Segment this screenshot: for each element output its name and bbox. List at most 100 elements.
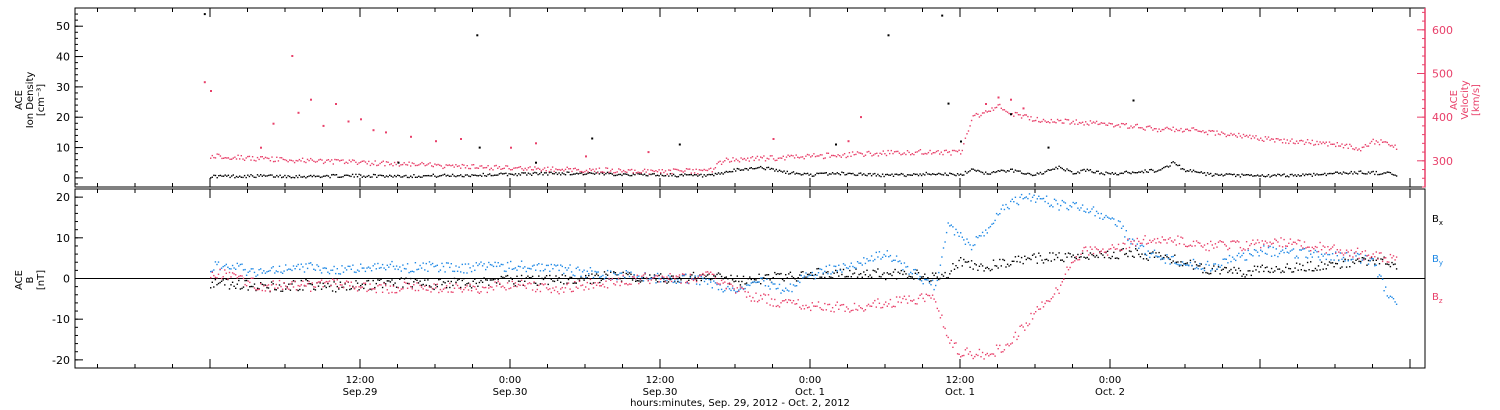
data-point <box>553 264 556 266</box>
data-point <box>306 158 309 161</box>
data-point <box>610 270 612 272</box>
data-point <box>686 282 688 284</box>
data-point <box>1294 267 1296 269</box>
data-point <box>1163 166 1165 169</box>
data-point <box>319 282 321 284</box>
data-point <box>745 282 748 284</box>
data-point <box>1325 141 1327 143</box>
data-point <box>505 270 507 273</box>
data-point <box>778 169 781 171</box>
data-point <box>521 168 523 170</box>
data-point <box>742 158 744 161</box>
data-point <box>308 159 310 162</box>
data-point <box>297 289 299 292</box>
data-point <box>1106 172 1109 174</box>
data-point <box>825 265 827 268</box>
data-point <box>505 275 507 277</box>
data-point <box>380 278 382 280</box>
data-point <box>1178 164 1181 166</box>
data-point <box>1363 172 1365 175</box>
data-point <box>880 258 882 260</box>
outlier-point <box>203 81 206 84</box>
data-point <box>794 278 796 280</box>
data-point <box>906 277 909 279</box>
data-point <box>549 288 551 290</box>
data-point <box>891 306 893 308</box>
data-point <box>694 275 696 277</box>
data-point <box>985 171 987 173</box>
data-point <box>819 172 821 174</box>
data-point <box>551 166 554 168</box>
data-point <box>1174 262 1176 264</box>
data-point <box>363 160 365 162</box>
data-point <box>1199 262 1201 265</box>
data-point <box>1091 122 1093 124</box>
data-point <box>895 296 898 298</box>
data-point <box>436 285 438 288</box>
data-point <box>1210 272 1212 275</box>
data-point <box>356 176 359 178</box>
data-point <box>274 287 276 289</box>
data-point <box>639 281 642 283</box>
data-point <box>1278 252 1281 255</box>
data-point <box>1252 255 1254 257</box>
data-point <box>508 287 510 290</box>
data-point <box>394 268 396 270</box>
data-point <box>1370 256 1373 258</box>
data-point <box>540 170 542 172</box>
data-point <box>592 276 595 279</box>
data-point <box>885 255 887 257</box>
axis-title-line: B <box>25 276 36 283</box>
data-point <box>631 174 633 177</box>
data-point <box>220 277 223 280</box>
data-point <box>1344 258 1346 260</box>
data-point <box>1160 130 1162 132</box>
data-point <box>1291 173 1293 176</box>
data-point <box>790 154 792 157</box>
data-point <box>252 285 254 288</box>
data-point <box>775 288 777 290</box>
data-point <box>1183 263 1185 265</box>
data-point <box>1339 145 1342 147</box>
velocity-axis-title: ACE Velocity [km/s] <box>1449 80 1482 119</box>
data-point <box>308 283 310 285</box>
data-point <box>772 305 774 307</box>
data-point <box>1189 259 1192 262</box>
data-point <box>1092 254 1095 257</box>
data-point <box>383 281 385 284</box>
data-point <box>1169 128 1171 130</box>
data-point <box>386 280 388 282</box>
data-point <box>1119 249 1121 251</box>
data-point <box>355 280 357 282</box>
data-point <box>650 279 652 281</box>
data-point <box>361 283 363 285</box>
data-point <box>358 286 360 288</box>
data-point <box>375 268 377 270</box>
data-point <box>232 157 234 159</box>
data-point <box>214 261 217 263</box>
data-point <box>452 291 454 293</box>
data-point <box>1061 281 1063 283</box>
data-point <box>1114 257 1117 259</box>
data-point <box>722 161 724 163</box>
data-point <box>477 285 479 287</box>
data-point <box>211 281 213 283</box>
data-point <box>367 266 370 268</box>
data-point <box>628 272 631 274</box>
data-point <box>753 281 756 283</box>
data-point <box>550 291 552 294</box>
data-point <box>593 170 596 173</box>
data-point <box>1258 175 1260 177</box>
data-point <box>550 171 552 173</box>
data-point <box>1060 259 1062 261</box>
data-point <box>1194 129 1196 131</box>
data-point <box>1310 250 1312 252</box>
data-point <box>1252 270 1254 272</box>
data-point <box>1253 175 1256 177</box>
data-point <box>1364 250 1367 252</box>
data-point <box>1260 175 1262 177</box>
data-point <box>1236 174 1238 176</box>
data-point <box>1180 264 1182 266</box>
data-point <box>661 277 663 279</box>
data-point <box>224 265 226 267</box>
